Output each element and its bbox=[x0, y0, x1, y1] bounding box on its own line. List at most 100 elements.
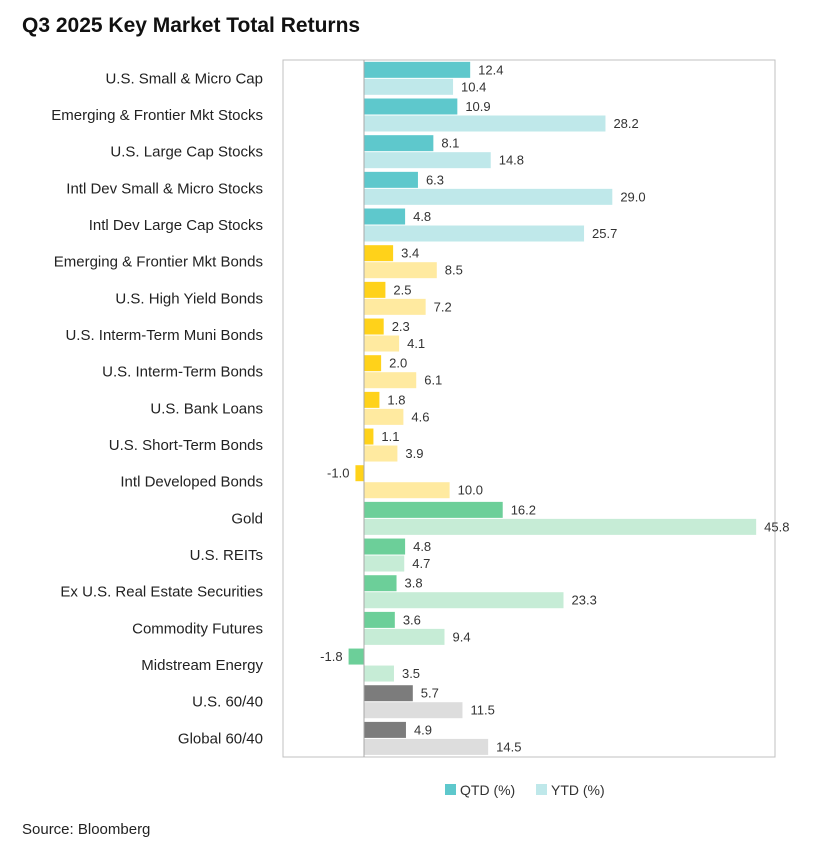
value-label-qtd: 16.2 bbox=[511, 502, 536, 517]
category-label: U.S. Bank Loans bbox=[150, 400, 263, 417]
value-label-ytd: 10.0 bbox=[458, 483, 483, 498]
bar-qtd bbox=[364, 208, 406, 225]
bar-ytd bbox=[364, 702, 463, 719]
bar-qtd bbox=[364, 575, 397, 592]
category-label: U.S. High Yield Bonds bbox=[115, 290, 263, 307]
bar-ytd bbox=[364, 738, 489, 755]
bar-ytd bbox=[364, 628, 445, 645]
bar-qtd bbox=[364, 501, 503, 518]
bar-ytd bbox=[364, 78, 454, 95]
bar-ytd bbox=[364, 262, 437, 279]
value-label-qtd: 1.8 bbox=[387, 392, 405, 407]
bar-qtd bbox=[355, 465, 364, 482]
bar-ytd bbox=[364, 482, 450, 499]
category-label: Midstream Energy bbox=[141, 657, 263, 674]
value-label-ytd: 28.2 bbox=[613, 116, 638, 131]
legend-label-ytd: YTD (%) bbox=[551, 782, 605, 798]
bar-qtd bbox=[348, 648, 364, 665]
chart-title: Q3 2025 Key Market Total Returns bbox=[22, 14, 361, 37]
value-label-qtd: 5.7 bbox=[421, 686, 439, 701]
category-label: Intl Dev Large Cap Stocks bbox=[89, 217, 263, 234]
value-label-qtd: 4.9 bbox=[414, 722, 432, 737]
value-label-qtd: 3.8 bbox=[405, 576, 423, 591]
legend-label-qtd: QTD (%) bbox=[460, 782, 515, 798]
category-label: U.S. Small & Micro Cap bbox=[105, 70, 263, 87]
bar-ytd bbox=[364, 665, 394, 682]
bar-qtd bbox=[364, 611, 395, 628]
value-label-qtd: 2.5 bbox=[393, 282, 411, 297]
category-label: Emerging & Frontier Mkt Stocks bbox=[51, 107, 263, 124]
bar-ytd bbox=[364, 555, 405, 572]
plot-frame bbox=[282, 59, 776, 758]
category-label: U.S. Interm-Term Muni Bonds bbox=[65, 327, 263, 344]
value-label-qtd: 1.1 bbox=[381, 429, 399, 444]
bar-ytd bbox=[364, 408, 404, 425]
bars-layer bbox=[348, 61, 757, 755]
value-label-ytd: 23.3 bbox=[572, 593, 597, 608]
bar-qtd bbox=[364, 355, 382, 372]
value-label-ytd: 10.4 bbox=[461, 79, 486, 94]
value-label-qtd: 2.3 bbox=[392, 319, 410, 334]
bar-ytd bbox=[364, 298, 426, 315]
bar-qtd bbox=[364, 98, 458, 115]
bar-ytd bbox=[364, 188, 613, 205]
value-label-qtd: 8.1 bbox=[441, 136, 459, 151]
legend-swatch-qtd bbox=[445, 784, 456, 795]
source-note: Source: Bloomberg bbox=[22, 821, 151, 838]
bar-ytd bbox=[364, 225, 585, 242]
bar-ytd bbox=[364, 445, 398, 462]
value-label-qtd: 3.6 bbox=[403, 612, 421, 627]
category-label: Intl Developed Bonds bbox=[120, 474, 263, 491]
value-label-ytd: 4.7 bbox=[412, 556, 430, 571]
value-label-qtd: 2.0 bbox=[389, 356, 407, 371]
bar-ytd bbox=[364, 115, 606, 132]
bar-ytd bbox=[364, 518, 757, 535]
category-label: Commodity Futures bbox=[132, 620, 263, 637]
value-label-ytd: 14.8 bbox=[499, 153, 524, 168]
bar-qtd bbox=[364, 721, 406, 738]
bar-ytd bbox=[364, 372, 417, 389]
category-label: U.S. Interm-Term Bonds bbox=[102, 364, 263, 381]
value-label-ytd: 6.1 bbox=[424, 373, 442, 388]
value-label-qtd: 10.9 bbox=[465, 99, 490, 114]
value-label-ytd: 14.5 bbox=[496, 739, 521, 754]
value-label-ytd: 11.5 bbox=[470, 703, 494, 718]
bar-ytd bbox=[364, 592, 564, 609]
legend-swatch-ytd bbox=[536, 784, 547, 795]
value-label-ytd: 29.0 bbox=[620, 189, 645, 204]
value-label-ytd: 3.5 bbox=[402, 666, 420, 681]
bar-ytd bbox=[364, 152, 491, 169]
category-label: Emerging & Frontier Mkt Bonds bbox=[54, 254, 263, 271]
bar-qtd bbox=[364, 428, 374, 445]
category-label: Gold bbox=[231, 510, 263, 527]
value-label-qtd: 4.8 bbox=[413, 539, 431, 554]
category-label: U.S. Short-Term Bonds bbox=[109, 437, 263, 454]
category-label: Ex U.S. Real Estate Securities bbox=[60, 584, 263, 601]
value-label-ytd: 8.5 bbox=[445, 263, 463, 278]
bar-qtd bbox=[364, 538, 406, 555]
category-label: Intl Dev Small & Micro Stocks bbox=[66, 180, 263, 197]
bar-qtd bbox=[364, 61, 471, 78]
category-label: U.S. Large Cap Stocks bbox=[110, 144, 263, 161]
value-label-ytd: 9.4 bbox=[452, 629, 470, 644]
value-label-qtd: 12.4 bbox=[478, 62, 503, 77]
bar-qtd bbox=[364, 245, 394, 262]
bar-chart: U.S. Small & Micro Cap Emerging & Frontie… bbox=[51, 59, 789, 798]
bar-qtd bbox=[364, 318, 384, 335]
category-label: Global 60/40 bbox=[178, 730, 263, 747]
value-label-ytd: 4.6 bbox=[411, 409, 429, 424]
bar-qtd bbox=[364, 135, 434, 152]
value-label-qtd: 3.4 bbox=[401, 246, 419, 261]
bar-qtd bbox=[364, 281, 386, 298]
bar-qtd bbox=[364, 171, 418, 188]
category-label: U.S. REITs bbox=[190, 547, 263, 564]
value-label-ytd: 4.1 bbox=[407, 336, 425, 351]
value-label-ytd: 3.9 bbox=[405, 446, 423, 461]
category-labels: U.S. Small & Micro Cap Emerging & Frontie… bbox=[51, 70, 263, 747]
bar-ytd bbox=[364, 335, 400, 352]
value-label-qtd: 4.8 bbox=[413, 209, 431, 224]
value-label-qtd: -1.0 bbox=[327, 466, 349, 481]
legend: QTD (%) YTD (%) bbox=[445, 782, 605, 798]
value-label-ytd: 7.2 bbox=[434, 299, 452, 314]
value-label-qtd: 6.3 bbox=[426, 172, 444, 187]
